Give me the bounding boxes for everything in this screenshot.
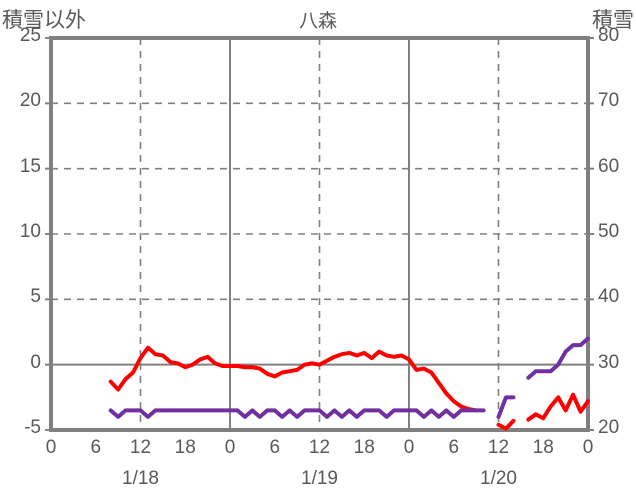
x-axis-date-label: 1/18	[122, 468, 159, 489]
x-axis-tick-label: 0	[403, 437, 415, 458]
x-axis-tick-label: 12	[129, 437, 152, 458]
x-axis-tick-label: 18	[174, 437, 196, 458]
y-axis-left-tick-label: 15	[19, 155, 41, 177]
y-axis-right-tick-label: 70	[598, 90, 620, 112]
x-axis-tick-label: 0	[582, 437, 594, 458]
y-axis-left-tick-label: 0	[30, 351, 41, 373]
y-axis-right-tick-label: 80	[598, 25, 620, 46]
y-axis-left-tick-label: -5	[24, 417, 41, 438]
y-axis-left-tick-label: 5	[30, 286, 41, 308]
x-axis-tick-label: 6	[448, 437, 460, 458]
y-axis-right-tick-label: 60	[598, 155, 620, 177]
x-axis-tick-label: 6	[269, 437, 281, 458]
page-title: 八森	[298, 11, 337, 32]
x-axis-tick-label: 18	[353, 437, 375, 458]
x-axis-date-label: 1/20	[480, 468, 517, 489]
right-axis-title: 積雪	[592, 9, 634, 32]
x-axis-tick-label: 0	[45, 437, 57, 458]
y-axis-right-tick-label: 40	[598, 286, 620, 308]
x-axis-tick-label: 0	[224, 437, 236, 458]
y-axis-right-tick-label: 30	[598, 351, 620, 373]
y-axis-right-tick-label: 50	[598, 221, 620, 242]
x-axis-tick-label: 12	[308, 437, 331, 458]
y-axis-left-tick-label: 20	[19, 90, 41, 112]
x-axis-tick-label: 12	[487, 437, 510, 458]
left-axis-title: 積雪以外	[2, 9, 86, 32]
x-axis-tick-label: 6	[90, 437, 102, 458]
x-axis-date-label: 1/19	[301, 468, 338, 489]
y-axis-left-tick-label: 25	[19, 25, 41, 46]
x-axis-tick-label: 18	[532, 437, 554, 458]
y-axis-right-tick-label: 20	[598, 417, 620, 438]
y-axis-left-tick-label: 10	[19, 221, 41, 242]
